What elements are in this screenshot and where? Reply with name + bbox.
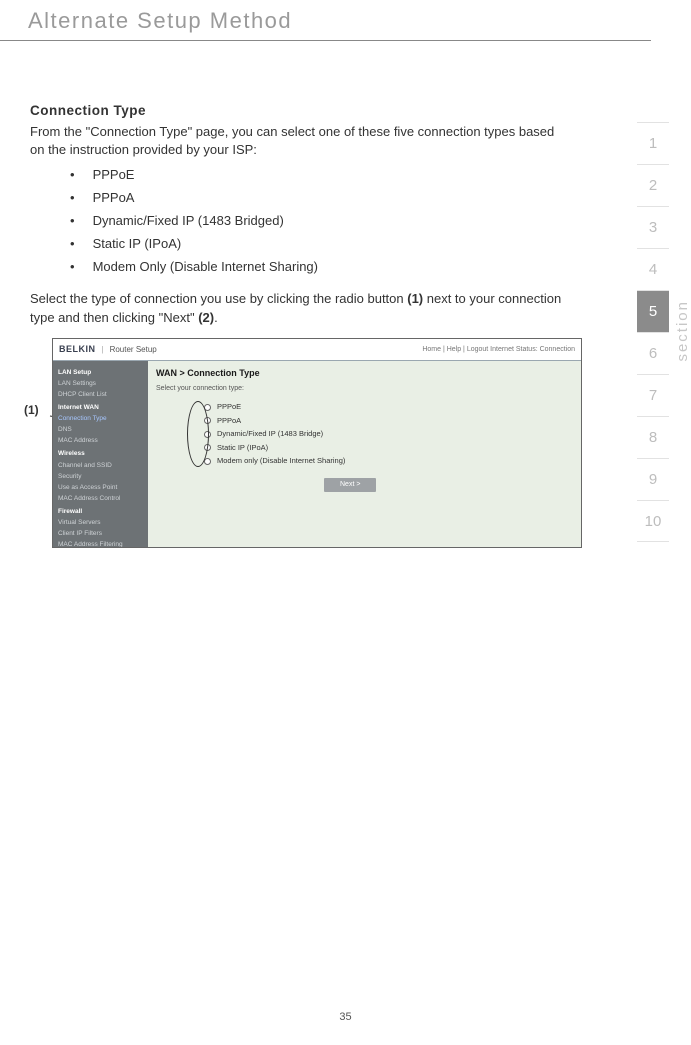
router-main: WAN > Connection Type Select your connec… bbox=[148, 361, 581, 547]
tab-2[interactable]: 2 bbox=[637, 164, 669, 206]
router-screenshot: BELKIN | Router Setup Home | Help | Logo… bbox=[52, 338, 582, 548]
separator: | bbox=[102, 344, 104, 356]
main-content: Connection Type From the "Connection Typ… bbox=[0, 41, 620, 548]
subtitle: Router Setup bbox=[110, 344, 157, 356]
brand-label: BELKIN bbox=[59, 343, 96, 356]
screenshot-figure: (1) BELKIN | Router Setup Home | Help | … bbox=[26, 338, 570, 548]
intro-text: From the "Connection Type" page, you can… bbox=[30, 123, 570, 161]
tab-7[interactable]: 7 bbox=[637, 374, 669, 416]
panel-title: WAN > Connection Type bbox=[156, 367, 573, 380]
radio-group: PPPoE PPPoA Dynamic/Fixed IP (1483 Bridg… bbox=[204, 400, 573, 468]
tab-4[interactable]: 4 bbox=[637, 248, 669, 290]
header-links: Home | Help | Logout Internet Status: Co… bbox=[422, 345, 575, 355]
list-item: Modem Only (Disable Internet Sharing) bbox=[70, 258, 570, 277]
tab-1[interactable]: 1 bbox=[637, 122, 669, 164]
bullet-list: PPPoE PPPoA Dynamic/Fixed IP (1483 Bridg… bbox=[30, 166, 570, 276]
tab-9[interactable]: 9 bbox=[637, 458, 669, 500]
list-item: PPPoA bbox=[70, 189, 570, 208]
callout-ellipse bbox=[187, 401, 209, 467]
panel-desc: Select your connection type: bbox=[156, 384, 573, 394]
radio-label: Modem only (Disable Internet Sharing) bbox=[217, 454, 345, 468]
radio-label: Static IP (IPoA) bbox=[217, 441, 268, 455]
tab-3[interactable]: 3 bbox=[637, 206, 669, 248]
instruction-text: Select the type of connection you use by… bbox=[30, 290, 570, 328]
radio-label: PPPoE bbox=[217, 400, 241, 414]
tab-8[interactable]: 8 bbox=[637, 416, 669, 458]
tab-5[interactable]: 5 bbox=[637, 290, 669, 332]
page-title: Alternate Setup Method bbox=[0, 0, 651, 41]
section-heading: Connection Type bbox=[30, 101, 570, 121]
next-button[interactable]: Next > bbox=[324, 478, 376, 492]
page-number: 35 bbox=[0, 1011, 691, 1023]
section-tabs: 1 2 3 4 5 6 7 8 9 10 bbox=[637, 122, 669, 542]
radio-label: PPPoA bbox=[217, 414, 241, 428]
radio-label: Dynamic/Fixed IP (1483 Bridge) bbox=[217, 427, 323, 441]
list-item: Dynamic/Fixed IP (1483 Bridged) bbox=[70, 212, 570, 231]
sidebar: LAN Setup LAN Settings DHCP Client List … bbox=[53, 361, 148, 547]
router-header: BELKIN | Router Setup Home | Help | Logo… bbox=[53, 339, 581, 361]
tab-6[interactable]: 6 bbox=[637, 332, 669, 374]
list-item: PPPoE bbox=[70, 166, 570, 185]
tab-10[interactable]: 10 bbox=[637, 500, 669, 542]
callout-number: (1) bbox=[24, 402, 39, 419]
section-vertical-label: section bbox=[674, 300, 691, 362]
list-item: Static IP (IPoA) bbox=[70, 235, 570, 254]
